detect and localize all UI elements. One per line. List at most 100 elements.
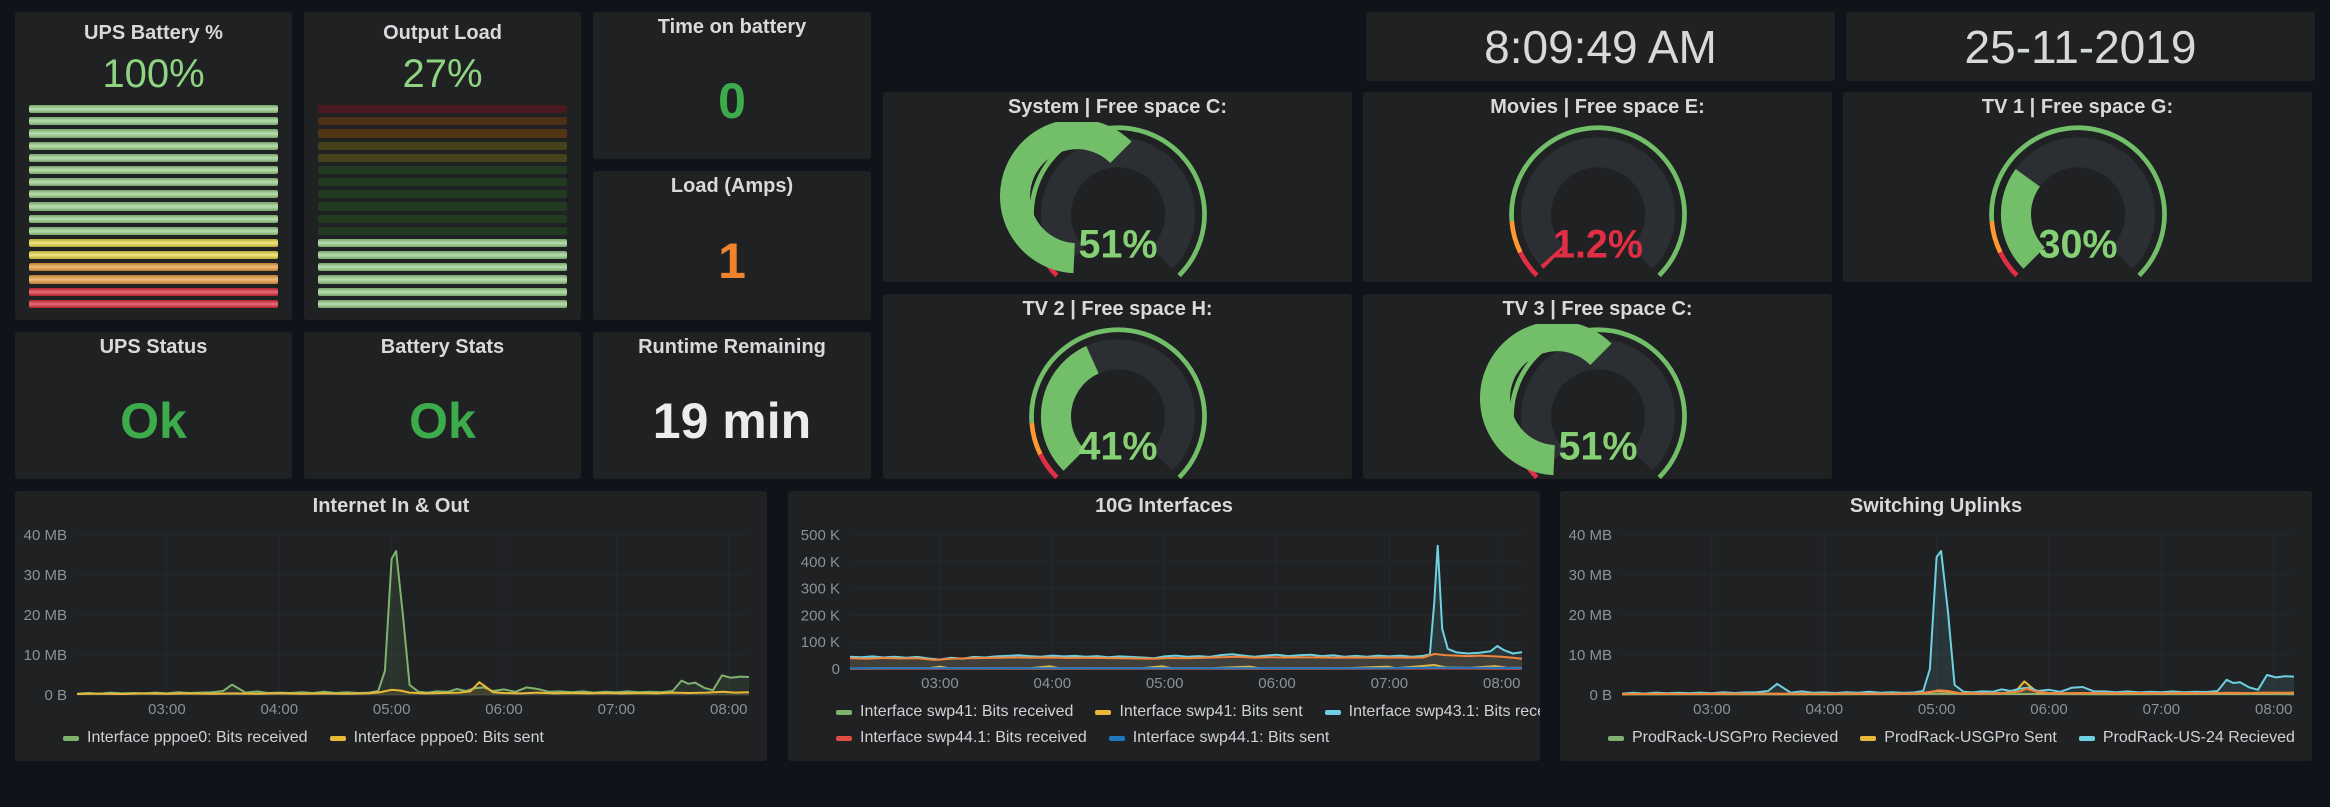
- lcd-bar-cell: [29, 251, 278, 260]
- panel-title[interactable]: Time on battery: [657, 16, 807, 38]
- chart-legend: ProdRack-USGPro Recieved ProdRack-USGPro …: [1560, 721, 2312, 753]
- legend-item[interactable]: Interface swp41: Bits sent: [1095, 699, 1303, 725]
- y-tick-label: 0 B: [44, 687, 67, 704]
- legend-label: Interface swp41: Bits sent: [1119, 703, 1303, 720]
- series-color-dash: [1860, 735, 1877, 741]
- legend-item[interactable]: Interface swp43.1: Bits received: [1324, 699, 1540, 725]
- gauge-tv1[interactable]: 30%: [1843, 122, 2312, 282]
- x-tick-label: 07:00: [1371, 675, 1409, 692]
- clock-date: 25-11-2019: [1964, 20, 2197, 73]
- x-tick-label: 04:00: [261, 701, 299, 718]
- lcd-bar-cell: [29, 287, 278, 296]
- series-color-dash: [1095, 709, 1112, 715]
- panel-title[interactable]: Runtime Remaining: [638, 336, 826, 358]
- panel-load-amps: Load (Amps) 1: [593, 171, 871, 320]
- y-tick-label: 100 K: [801, 634, 840, 651]
- switching-chart-plot[interactable]: 0 B 10 MB 20 MB 30 MB 40 MB 03:00 04:00 05:00 06…: [1560, 521, 2312, 721]
- 10g-chart-plot[interactable]: 0 100 K 200 K 300 K 400 K 500 K 03:00 04:00 05:0…: [788, 521, 1540, 695]
- lcd-bar-cell: [318, 287, 567, 296]
- panel-gauge-tv3: TV 3 | Free space C: 51%: [1363, 294, 1832, 479]
- panel-title[interactable]: UPS Status: [99, 336, 208, 358]
- y-tick-label: 200 K: [801, 607, 840, 624]
- y-tick-label: 10 MB: [24, 647, 67, 664]
- panel-title[interactable]: Output Load: [383, 22, 502, 44]
- y-tick-label: 30 MB: [1569, 567, 1612, 584]
- y-tick-label: 0: [832, 661, 840, 678]
- series-color-dash: [329, 735, 346, 741]
- series-color-dash: [1108, 735, 1125, 741]
- panel-title[interactable]: 10G Interfaces: [1095, 495, 1233, 517]
- x-tick-label: 06:00: [485, 701, 523, 718]
- x-tick-label: 03:00: [921, 675, 959, 692]
- panel-title[interactable]: Switching Uplinks: [1849, 495, 2023, 517]
- panel-title[interactable]: Movies | Free space E:: [1490, 96, 1705, 118]
- panel-title[interactable]: Battery Stats: [380, 336, 505, 358]
- panel-internet-in-out: Internet In & Out 0 B 10 MB 20 MB 30 MB 40 M…: [15, 491, 767, 761]
- lcd-bar-cell: [318, 275, 567, 284]
- panel-time-on-battery: Time on battery 0: [593, 12, 871, 159]
- gauge-system[interactable]: 51%: [883, 122, 1352, 282]
- panel-ups-battery: UPS Battery % 100%: [15, 12, 292, 320]
- lcd-bar-cell: [29, 141, 278, 150]
- legend-item[interactable]: Interface swp41: Bits received: [836, 699, 1073, 725]
- legend-item[interactable]: Interface swp44.1: Bits received: [836, 725, 1087, 751]
- legend-row: Interface pppoe0: Bits received Interface…: [63, 725, 757, 751]
- x-tick-label: 04:00: [1034, 675, 1072, 692]
- panel-title[interactable]: TV 3 | Free space C:: [1502, 298, 1693, 320]
- legend-label: Interface swp41: Bits received: [860, 703, 1074, 720]
- x-tick-label: 04:00: [1806, 701, 1844, 718]
- panel-title[interactable]: Load (Amps): [670, 175, 794, 197]
- legend-item[interactable]: Interface pppoe0: Bits sent: [329, 725, 544, 751]
- lcd-bar-cell: [318, 226, 567, 235]
- chart-legend: Interface pppoe0: Bits received Interface…: [15, 721, 767, 753]
- lcd-bar-cell: [29, 238, 278, 248]
- lcd-bar-cell: [318, 153, 567, 162]
- legend-item[interactable]: ProdRack-USGPro Recieved: [1608, 725, 1838, 751]
- gauge-value: 51%: [1078, 223, 1157, 267]
- lcd-bar-cell: [29, 275, 278, 284]
- legend-item[interactable]: Interface swp44.1: Bits sent: [1108, 725, 1329, 751]
- panel-title[interactable]: TV 2 | Free space H:: [1022, 298, 1213, 320]
- legend-item[interactable]: ProdRack-US-24 Recieved: [2078, 725, 2295, 751]
- gauge-value: 41%: [1078, 425, 1157, 469]
- lcd-bar-gauge: [318, 105, 567, 308]
- gauge-tv3[interactable]: 51%: [1363, 324, 1832, 479]
- battery-stats-value: Ok: [409, 392, 476, 449]
- panel-title[interactable]: TV 1 | Free space G:: [1981, 96, 2174, 118]
- series-line: [1621, 550, 2295, 695]
- lcd-bar-cell: [29, 226, 278, 235]
- y-tick-label: 400 K: [801, 554, 840, 571]
- x-tick-label: 03:00: [148, 701, 186, 718]
- legend-row: ProdRack-USGPro Recieved ProdRack-USGPro …: [1608, 725, 2302, 751]
- x-tick-label: 08:00: [1483, 675, 1521, 692]
- panel-ups-status: UPS Status Ok: [15, 332, 292, 479]
- lcd-bar-cell: [29, 190, 278, 199]
- x-tick-label: 05:00: [1146, 675, 1184, 692]
- panel-gauge-tv1: TV 1 | Free space G: 30%: [1843, 92, 2312, 282]
- panel-gauge-system: System | Free space C: 51%: [883, 92, 1352, 282]
- panel-title[interactable]: System | Free space C:: [1007, 96, 1228, 118]
- panel-switching-uplinks: Switching Uplinks 0 B 10 MB 20 MB 30 MB 40 M…: [1560, 491, 2312, 761]
- x-tick-label: 08:00: [710, 701, 748, 718]
- panel-gauge-movies: Movies | Free space E: 1.2%: [1363, 92, 1832, 282]
- legend-item[interactable]: Interface pppoe0: Bits received: [63, 725, 308, 751]
- series-line: [849, 653, 1523, 661]
- series-line: [1621, 687, 2295, 695]
- series-line: [76, 550, 750, 695]
- series-color-dash: [836, 709, 852, 715]
- series-color-dash: [1324, 709, 1341, 715]
- panel-title[interactable]: Internet In & Out: [312, 495, 470, 517]
- gauge-movies[interactable]: 1.2%: [1363, 122, 1832, 282]
- panel-output-load: Output Load 27%: [304, 12, 581, 320]
- legend-label: Interface pppoe0: Bits sent: [353, 729, 544, 746]
- y-tick-label: 40 MB: [1569, 527, 1612, 544]
- ups-battery-value: 100%: [102, 52, 205, 96]
- gauge-tv2[interactable]: 41%: [883, 324, 1352, 479]
- lcd-bar-cell: [29, 129, 278, 138]
- gauge-value: 1.2%: [1553, 223, 1643, 267]
- x-tick-label: 05:00: [1918, 701, 1956, 718]
- panel-title[interactable]: UPS Battery %: [84, 22, 223, 44]
- legend-label: ProdRack-US-24 Recieved: [2102, 729, 2295, 746]
- legend-item[interactable]: ProdRack-USGPro Sent: [1860, 725, 2057, 751]
- internet-chart-plot[interactable]: 0 B 10 MB 20 MB 30 MB 40 MB 03:00 04:00 05:00 06…: [15, 521, 767, 721]
